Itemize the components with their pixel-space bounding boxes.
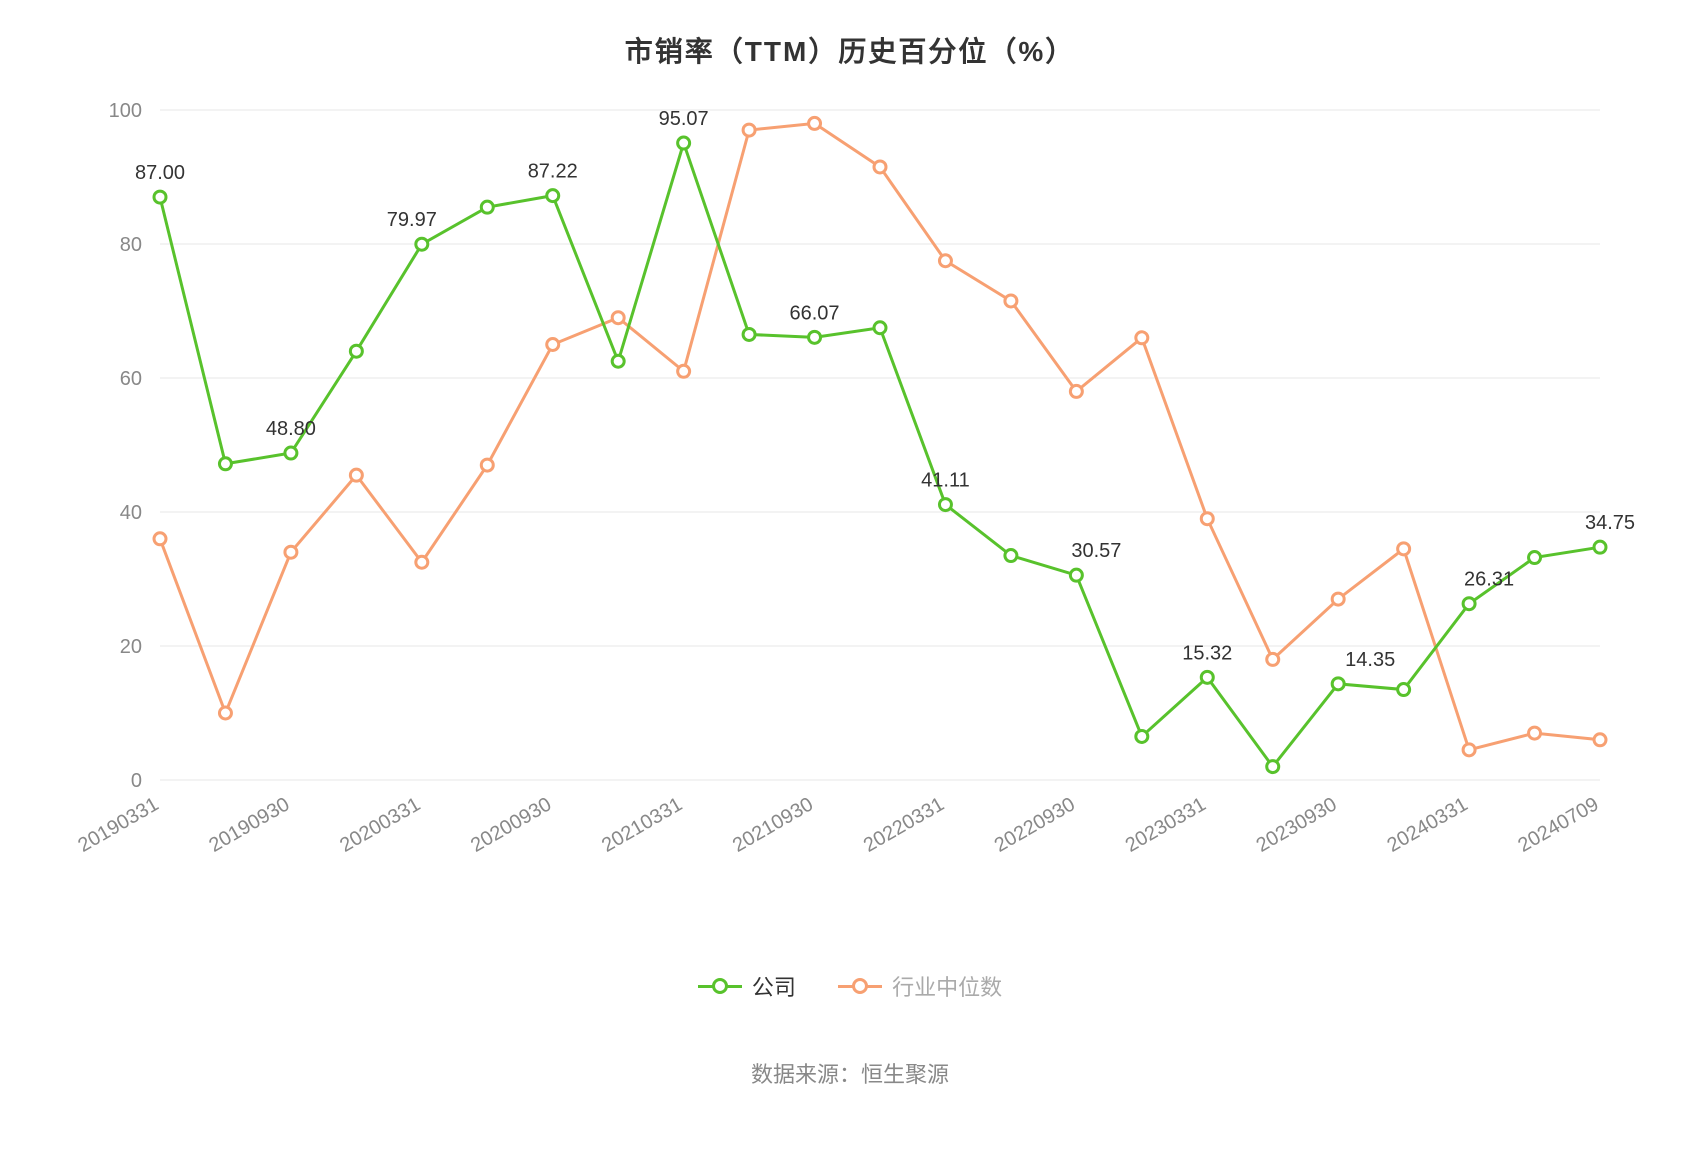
svg-text:0: 0 — [131, 770, 142, 792]
svg-text:87.22: 87.22 — [528, 161, 578, 183]
svg-text:20220331: 20220331 — [860, 793, 948, 857]
svg-text:20230930: 20230930 — [1253, 793, 1341, 857]
svg-text:20230331: 20230331 — [1122, 793, 1210, 857]
svg-text:20190930: 20190930 — [205, 793, 293, 857]
svg-text:20240709: 20240709 — [1514, 793, 1602, 857]
legend-item-industry: 行业中位数 — [838, 970, 1002, 1002]
svg-text:20: 20 — [120, 636, 142, 658]
svg-text:20240331: 20240331 — [1384, 793, 1472, 857]
svg-text:48.80: 48.80 — [266, 418, 316, 440]
chart-container: 市销率（TTM）历史百分位（%） 0 20 40 60 80 100 20190331 201… — [0, 0, 1700, 1150]
svg-text:30.57: 30.57 — [1071, 540, 1121, 562]
svg-text:20220930: 20220930 — [991, 793, 1079, 857]
svg-text:20210930: 20210930 — [729, 793, 817, 857]
svg-text:34.75: 34.75 — [1585, 512, 1635, 534]
chart-svg: 0 20 40 60 80 100 20190331 20190930 20200331 2020… — [60, 90, 1640, 910]
svg-text:15.32: 15.32 — [1182, 642, 1232, 664]
svg-text:80: 80 — [120, 234, 142, 256]
svg-text:20210331: 20210331 — [598, 793, 686, 857]
svg-text:95.07: 95.07 — [659, 108, 709, 130]
chart-plot-area: 0 20 40 60 80 100 20190331 20190930 20200331 2020… — [60, 90, 1640, 910]
chart-source: 数据来源：恒生聚源 — [60, 1057, 1640, 1089]
svg-text:40: 40 — [120, 502, 142, 524]
chart-legend: 公司 行业中位数 — [60, 970, 1640, 1002]
svg-text:20200331: 20200331 — [336, 793, 424, 857]
svg-text:20190331: 20190331 — [74, 793, 162, 857]
svg-text:60: 60 — [120, 368, 142, 390]
svg-text:87.00: 87.00 — [135, 162, 185, 184]
legend-item-company: 公司 — [698, 970, 796, 1002]
legend-label-industry: 行业中位数 — [892, 970, 1002, 1002]
svg-text:100: 100 — [109, 100, 142, 122]
legend-label-company: 公司 — [752, 970, 796, 1002]
svg-text:26.31: 26.31 — [1464, 569, 1514, 591]
svg-text:66.07: 66.07 — [790, 302, 840, 324]
svg-text:79.97: 79.97 — [387, 209, 437, 231]
chart-title: 市销率（TTM）历史百分位（%） — [60, 30, 1640, 70]
svg-text:41.11: 41.11 — [921, 470, 970, 492]
svg-text:14.35: 14.35 — [1345, 649, 1395, 671]
legend-marker-industry — [838, 976, 882, 996]
svg-text:20200930: 20200930 — [467, 793, 555, 857]
legend-marker-company — [698, 976, 742, 996]
